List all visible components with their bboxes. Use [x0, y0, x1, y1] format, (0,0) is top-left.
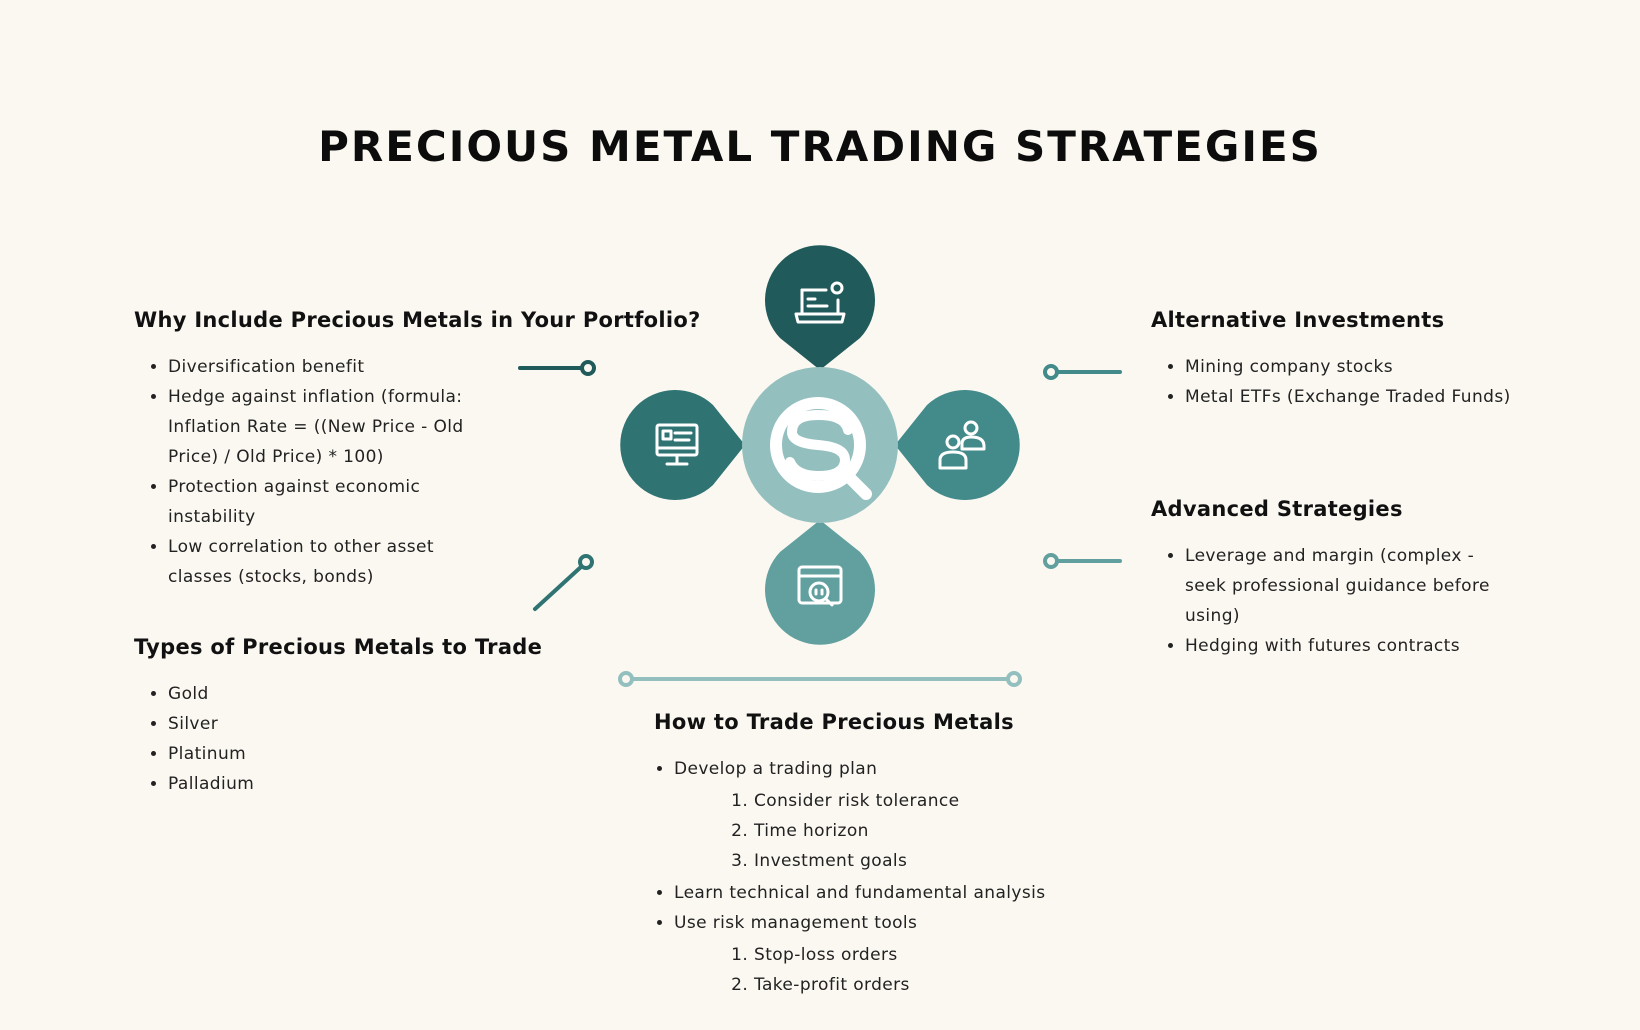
bullet-list: GoldSilverPlatinumPalladium: [134, 679, 554, 799]
connector-why-dot: [580, 360, 596, 376]
list-item: Hedging with futures contracts: [1185, 631, 1500, 661]
list-item-text: Develop a trading plan: [674, 759, 878, 779]
users-icon: [938, 420, 986, 470]
bullet-list: Mining company stocksMetal ETFs (Exchang…: [1151, 352, 1571, 412]
monitor-dashboard-icon: [655, 423, 699, 466]
section-heading: Types of Precious Metals to Trade: [134, 635, 543, 659]
connector-alt-dot: [1043, 364, 1059, 380]
section-heading: How to Trade Precious Metals: [654, 710, 1014, 734]
connector-how-dot-right: [1006, 671, 1022, 687]
list-item: Metal ETFs (Exchange Traded Funds): [1185, 382, 1571, 412]
list-item-text: Learn technical and fundamental analysis: [674, 883, 1046, 903]
list-item: Palladium: [168, 769, 554, 799]
list-item: Hedge against inflation (formula: Inflat…: [168, 382, 478, 472]
connector-types: [533, 564, 584, 611]
list-item: Silver: [168, 709, 554, 739]
list-item-text: Use risk management tools: [674, 913, 918, 933]
page-title: PRECIOUS METAL TRADING STRATEGIES: [318, 122, 1322, 171]
sub-list-item: Consider risk tolerance: [754, 786, 1074, 816]
section-heading: Advanced Strategies: [1151, 497, 1403, 521]
sub-list-item: Investment goals: [754, 846, 1074, 876]
list-item: Leverage and margin (complex - seek prof…: [1185, 541, 1500, 631]
bullet-list: Diversification benefitHedge against inf…: [134, 352, 478, 592]
sub-list: Stop-loss ordersTake-profit orders: [674, 940, 1074, 1000]
browser-search-icon: [797, 565, 843, 607]
sub-list-item: Time horizon: [754, 816, 1074, 846]
petal-left: [620, 389, 745, 501]
sub-list-item: Take-profit orders: [754, 970, 1074, 1000]
connector-adv-dot: [1043, 553, 1059, 569]
list-item: Learn technical and fundamental analysis: [674, 878, 1074, 908]
logo-icon: [770, 397, 872, 500]
list-item: Platinum: [168, 739, 554, 769]
list-item: Low correlation to other asset classes (…: [168, 532, 478, 592]
connector-types-dot: [578, 554, 594, 570]
sub-list-item: Stop-loss orders: [754, 940, 1074, 970]
section-why-include: Why Include Precious Metals in Your Port…: [134, 308, 701, 592]
petal-top: [765, 245, 875, 370]
section-advanced-strategies: Advanced Strategies Leverage and margin …: [1151, 497, 1571, 661]
bullet-list: Develop a trading plan Consider risk tole…: [654, 754, 1074, 1000]
section-alternative-investments: Alternative Investments Mining company s…: [1151, 308, 1571, 412]
section-heading: Why Include Precious Metals in Your Port…: [134, 308, 701, 332]
section-how-to-trade: How to Trade Precious Metals Develop a t…: [654, 710, 1074, 1002]
list-item: Mining company stocks: [1185, 352, 1571, 382]
connector-how-dot-left: [618, 671, 634, 687]
list-item: Develop a trading plan Consider risk tole…: [674, 754, 1074, 876]
list-item: Protection against economic instability: [168, 472, 478, 532]
sub-list: Consider risk toleranceTime horizonInves…: [674, 786, 1074, 876]
bullet-list: Leverage and margin (complex - seek prof…: [1151, 541, 1500, 661]
list-item: Gold: [168, 679, 554, 709]
list-item: Use risk management tools Stop-loss order…: [674, 908, 1074, 1000]
laptop-profile-icon: [794, 281, 846, 324]
section-types: Types of Precious Metals to Trade GoldSi…: [134, 635, 554, 799]
section-heading: Alternative Investments: [1151, 308, 1445, 332]
list-item: Diversification benefit: [168, 352, 478, 382]
